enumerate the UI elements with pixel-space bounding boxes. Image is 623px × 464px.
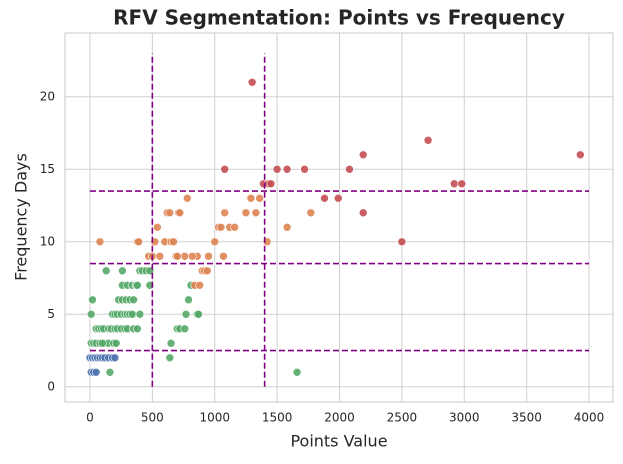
point: [118, 266, 127, 276]
point: [195, 280, 205, 290]
point: [166, 338, 176, 348]
point: [194, 309, 203, 319]
chart-title: RFV Segmentation: Points vs Frequency: [113, 6, 565, 30]
y-tick-label: 20: [40, 89, 55, 103]
point: [333, 193, 343, 203]
y-tick-label: 0: [47, 379, 55, 393]
point: [272, 164, 282, 174]
point: [251, 208, 261, 218]
point: [306, 208, 316, 218]
point: [266, 179, 276, 189]
point: [182, 193, 192, 203]
point: [358, 150, 368, 160]
point: [129, 295, 138, 305]
data: [85, 53, 590, 387]
x-tick-label: 2000: [324, 411, 355, 425]
point: [172, 251, 182, 261]
point: [320, 193, 329, 203]
point: [219, 251, 228, 261]
point: [184, 295, 193, 305]
point: [397, 237, 407, 247]
point: [449, 179, 459, 189]
x-axis-label: Points Value: [290, 432, 387, 451]
x-tick-label: 3000: [449, 411, 480, 425]
point: [105, 367, 115, 377]
point: [202, 266, 212, 276]
point: [91, 367, 101, 377]
point: [220, 164, 230, 174]
point: [135, 309, 145, 319]
point: [255, 193, 264, 203]
point: [181, 309, 191, 319]
point: [230, 222, 239, 232]
point: [86, 309, 96, 319]
point: [180, 251, 190, 261]
point: [155, 251, 165, 261]
x-tick-label: 3500: [511, 411, 542, 425]
point: [300, 164, 309, 174]
point: [292, 367, 302, 377]
point: [111, 338, 121, 348]
point: [423, 135, 433, 145]
point: [282, 164, 292, 174]
x-tick-label: 1000: [199, 411, 230, 425]
point: [216, 222, 226, 232]
point: [358, 208, 368, 218]
point: [247, 77, 257, 87]
x-tick-label: 500: [141, 411, 164, 425]
point: [187, 251, 197, 261]
point: [180, 324, 190, 334]
point: [457, 179, 467, 189]
point: [133, 280, 142, 290]
point: [175, 208, 185, 218]
point: [165, 353, 175, 363]
point: [210, 237, 220, 247]
point: [345, 164, 354, 174]
point: [165, 208, 175, 218]
point: [246, 193, 256, 203]
x-tick-label: 2500: [387, 411, 418, 425]
x-tick-label: 0: [86, 411, 94, 425]
x-tick-label: 1500: [262, 411, 293, 425]
y-tick-label: 15: [40, 162, 55, 176]
point: [134, 237, 143, 247]
point: [88, 295, 97, 305]
point: [95, 237, 105, 247]
point: [98, 338, 107, 348]
point: [110, 353, 120, 363]
point: [153, 222, 162, 232]
point: [128, 309, 137, 319]
point: [282, 222, 292, 232]
point: [133, 324, 142, 334]
point: [204, 251, 213, 261]
point: [576, 150, 585, 160]
point: [101, 266, 111, 276]
point: [169, 237, 178, 247]
y-tick-label: 5: [47, 307, 55, 321]
x-tick-label: 4000: [574, 411, 605, 425]
y-tick-label: 10: [40, 234, 55, 248]
point: [241, 208, 251, 218]
point: [220, 208, 230, 218]
y-axis-label: Frequency Days: [12, 153, 31, 281]
